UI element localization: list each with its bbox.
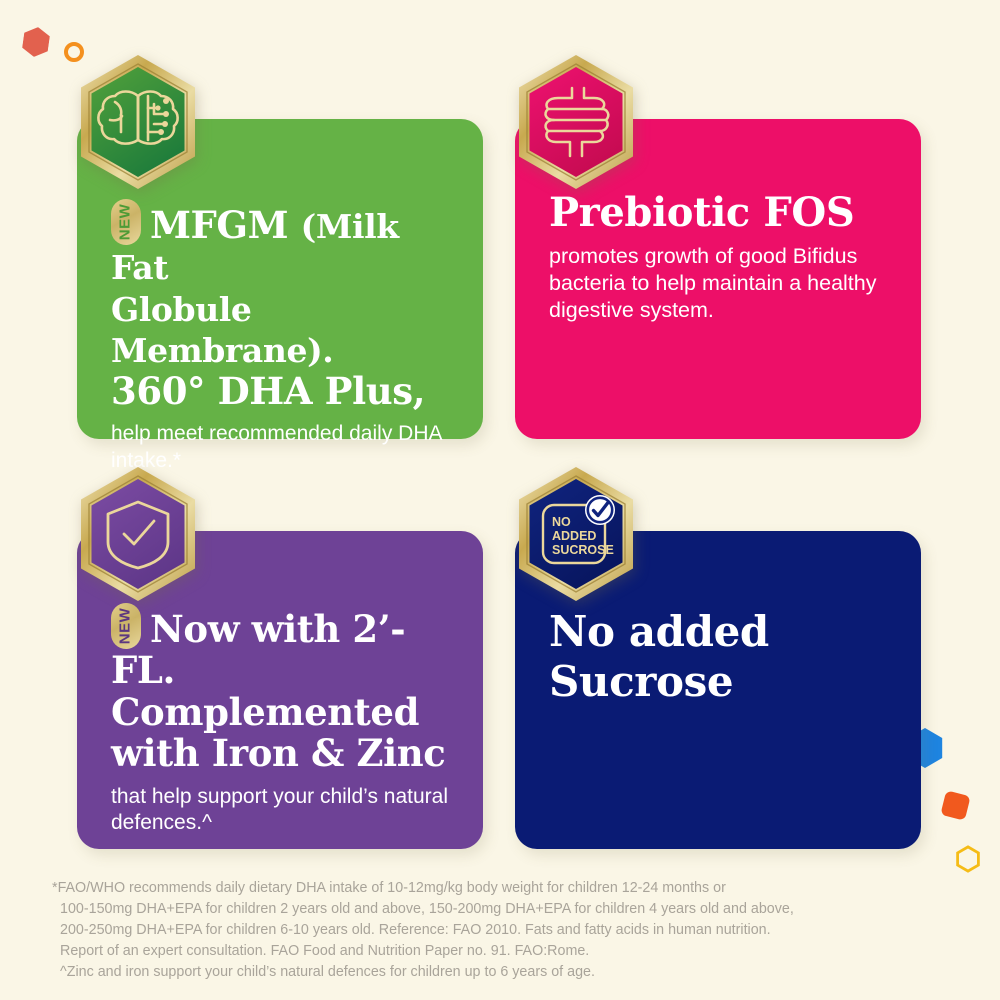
card-mfgm-headline-paren: (Milk Fat [111, 207, 399, 288]
brain-circuit-icon [81, 55, 195, 189]
card-prebiotic-body: Prebiotic FOS promotes growth of good Bi… [549, 189, 897, 324]
footnote-line-4: Report of an expert consultation. FAO Fo… [60, 943, 590, 960]
footnote-line-2: 100-150mg DHA+EPA for children 2 years o… [60, 901, 794, 918]
orange-ring-decoration [64, 42, 84, 62]
no-added-sucrose-icon: NO ADDED SUCROSE [519, 467, 633, 601]
card-sucrose-headline-part1: No added [549, 607, 769, 656]
card-2fl-headline-part2: Complemented [111, 689, 420, 734]
footnote: *FAO/WHO recommends daily dietary DHA in… [52, 878, 962, 983]
footnote-line-5: ^Zinc and iron support your child’s natu… [60, 964, 595, 981]
card-2fl-subtext: that help support your child’s natural d… [111, 784, 448, 835]
card-2fl-headline: NEW Now with 2’-FL. Complemented with Iro… [111, 603, 459, 775]
card-sucrose-body: No added Sucrose [549, 607, 897, 708]
card-mfgm-subtext: help meet recommended daily DHA intake.* [111, 422, 442, 472]
new-badge-label: NEW [116, 203, 134, 241]
intestine-icon [519, 55, 633, 189]
new-badge-label: NEW [116, 607, 134, 645]
new-badge-2fl: NEW [111, 603, 141, 649]
new-badge-mfgm: NEW [111, 199, 141, 245]
card-mfgm-body: NEW MFGM (Milk Fat Globule Membrane). 360… [111, 199, 459, 474]
card-prebiotic-subtext: promotes growth of good Bifidus bacteria… [549, 243, 877, 322]
card-sucrose-headline: No added Sucrose [549, 607, 897, 708]
yellow-hexagon-decoration [956, 845, 980, 873]
svg-text:SUCROSE: SUCROSE [552, 543, 614, 557]
card-mfgm-headline-part2: Globule Membrane). [111, 289, 334, 371]
sucrose-badge-line1: NO [552, 515, 571, 529]
card-prebiotic-headline: Prebiotic FOS [549, 189, 855, 236]
svg-text:ADDED: ADDED [552, 529, 596, 543]
card-mfgm-headline: NEW MFGM (Milk Fat Globule Membrane). 360… [111, 199, 459, 412]
footnote-line-3: 200-250mg DHA+EPA for children 6-10 year… [60, 922, 771, 939]
card-mfgm-headline-part1: MFGM [150, 203, 301, 247]
shield-check-icon [81, 467, 195, 601]
card-2fl-headline-part3: with Iron & Zinc [111, 731, 446, 776]
card-mfgm-headline-part3: 360° DHA Plus, [111, 368, 426, 413]
card-2fl-body: NEW Now with 2’-FL. Complemented with Iro… [111, 603, 459, 837]
footnote-line-1: *FAO/WHO recommends daily dietary DHA in… [52, 880, 726, 896]
card-sucrose-headline-part2: Sucrose [549, 657, 734, 707]
card-2fl-headline-part1: Now with 2’-FL. [111, 607, 406, 693]
